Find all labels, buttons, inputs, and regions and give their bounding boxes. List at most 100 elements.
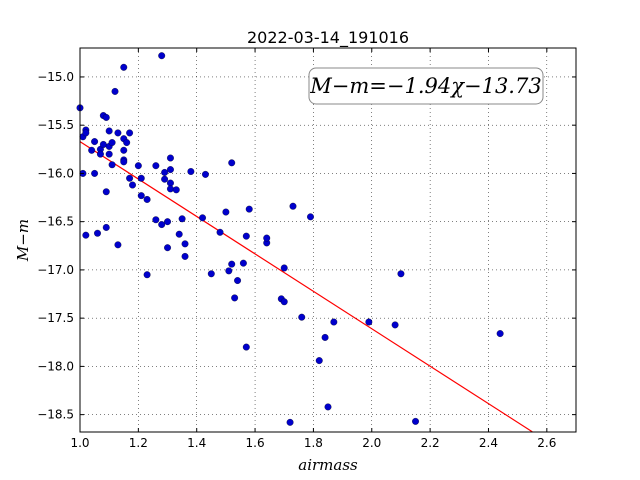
data-point bbox=[172, 186, 180, 194]
x-tick-label: 2.2 bbox=[421, 436, 440, 450]
data-point bbox=[91, 138, 99, 146]
y-tick-label: −16.5 bbox=[37, 215, 74, 229]
data-point bbox=[114, 129, 122, 137]
data-point bbox=[207, 270, 215, 278]
data-point bbox=[263, 234, 271, 242]
data-point bbox=[137, 192, 145, 200]
data-point bbox=[152, 216, 160, 224]
data-points bbox=[76, 52, 504, 426]
data-point bbox=[82, 231, 90, 239]
data-point bbox=[307, 213, 314, 221]
y-axis-label: M−m bbox=[14, 219, 32, 262]
data-point bbox=[365, 318, 373, 326]
data-point bbox=[120, 63, 128, 71]
data-point bbox=[102, 114, 110, 121]
fit-line bbox=[79, 141, 533, 433]
data-point bbox=[158, 221, 166, 229]
data-point bbox=[164, 244, 171, 252]
data-point bbox=[137, 174, 145, 182]
data-point bbox=[178, 215, 186, 223]
x-tick-label: 1.2 bbox=[129, 436, 148, 450]
data-point bbox=[280, 264, 288, 272]
data-point bbox=[222, 208, 230, 216]
data-point bbox=[228, 260, 236, 268]
axis-ticks bbox=[79, 48, 576, 432]
data-point bbox=[175, 230, 183, 238]
y-tick-label: −17.0 bbox=[37, 263, 74, 277]
plot-frame bbox=[79, 47, 577, 433]
data-point bbox=[397, 270, 405, 278]
y-tick-label: −15.5 bbox=[37, 118, 74, 132]
data-point bbox=[231, 294, 239, 302]
data-point bbox=[166, 154, 174, 162]
data-point bbox=[239, 259, 247, 267]
data-point bbox=[99, 141, 107, 148]
data-point bbox=[298, 313, 306, 321]
x-tick-label: 1.6 bbox=[246, 436, 265, 450]
data-point bbox=[102, 188, 110, 196]
data-point bbox=[166, 166, 174, 174]
data-point bbox=[111, 87, 119, 95]
data-point bbox=[108, 161, 116, 169]
data-point bbox=[166, 179, 174, 187]
data-point bbox=[166, 185, 174, 193]
data-point bbox=[120, 146, 128, 154]
data-point bbox=[181, 252, 189, 260]
data-point bbox=[181, 240, 189, 248]
x-tick-label: 1.4 bbox=[187, 436, 206, 450]
data-point bbox=[114, 241, 122, 249]
x-tick-label: 1.8 bbox=[304, 436, 323, 450]
x-tick-label: 2.6 bbox=[537, 436, 556, 450]
fit-equation-frame bbox=[308, 67, 544, 105]
data-point bbox=[391, 321, 399, 329]
fit-line-layer bbox=[79, 141, 533, 433]
data-point bbox=[242, 232, 250, 240]
data-point bbox=[120, 158, 128, 166]
data-point bbox=[123, 139, 131, 147]
y-tick-label: −15.0 bbox=[37, 70, 74, 84]
data-point bbox=[228, 159, 236, 167]
data-point bbox=[105, 150, 113, 158]
data-point bbox=[102, 224, 110, 231]
data-point bbox=[330, 318, 338, 326]
data-point bbox=[161, 175, 169, 183]
data-point bbox=[96, 150, 104, 158]
x-tick-label: 2.0 bbox=[362, 436, 381, 450]
data-point bbox=[152, 162, 160, 170]
data-point bbox=[143, 196, 151, 203]
data-point bbox=[143, 271, 151, 279]
x-tick-label: 1.0 bbox=[70, 436, 89, 450]
data-point bbox=[82, 129, 90, 137]
data-point bbox=[280, 298, 288, 306]
data-point bbox=[158, 52, 166, 60]
data-point bbox=[234, 277, 242, 284]
y-tick-label: −18.5 bbox=[37, 408, 74, 422]
data-point bbox=[242, 343, 250, 351]
data-point bbox=[321, 333, 329, 341]
data-point bbox=[199, 214, 206, 222]
data-point bbox=[245, 205, 253, 213]
x-axis-label: airmass bbox=[298, 456, 358, 474]
data-point bbox=[216, 228, 224, 236]
y-tick-label: −17.5 bbox=[37, 311, 74, 325]
grid bbox=[79, 48, 576, 432]
y-tick-label: −18.0 bbox=[37, 359, 74, 373]
data-point bbox=[315, 357, 323, 365]
data-point bbox=[324, 403, 332, 411]
data-point bbox=[289, 202, 297, 210]
y-tick-labels: −15.0 −15.5 −16.0 −16.5 −17.0 −17.5 −18.0 −18.5 bbox=[37, 70, 74, 422]
fit-equation-text: M−m=−1.94χ−13.73 bbox=[309, 74, 541, 98]
data-point bbox=[202, 170, 209, 178]
data-point bbox=[134, 162, 142, 170]
data-point bbox=[412, 417, 419, 425]
chart-title: 2022-03-14_191016 bbox=[247, 28, 409, 48]
data-point bbox=[496, 330, 504, 338]
data-point bbox=[225, 267, 233, 275]
data-point bbox=[105, 127, 113, 135]
data-point bbox=[126, 129, 134, 137]
data-point bbox=[108, 139, 116, 147]
y-tick-label: −16.0 bbox=[37, 166, 74, 180]
data-point bbox=[187, 168, 195, 175]
data-point bbox=[164, 218, 171, 226]
